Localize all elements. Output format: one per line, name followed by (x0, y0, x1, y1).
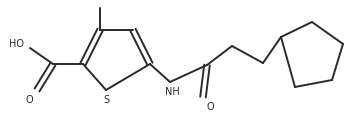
Text: S: S (103, 95, 109, 105)
Text: HO: HO (8, 39, 23, 49)
Text: NH: NH (165, 87, 179, 97)
Text: O: O (25, 95, 33, 105)
Text: O: O (206, 102, 214, 112)
